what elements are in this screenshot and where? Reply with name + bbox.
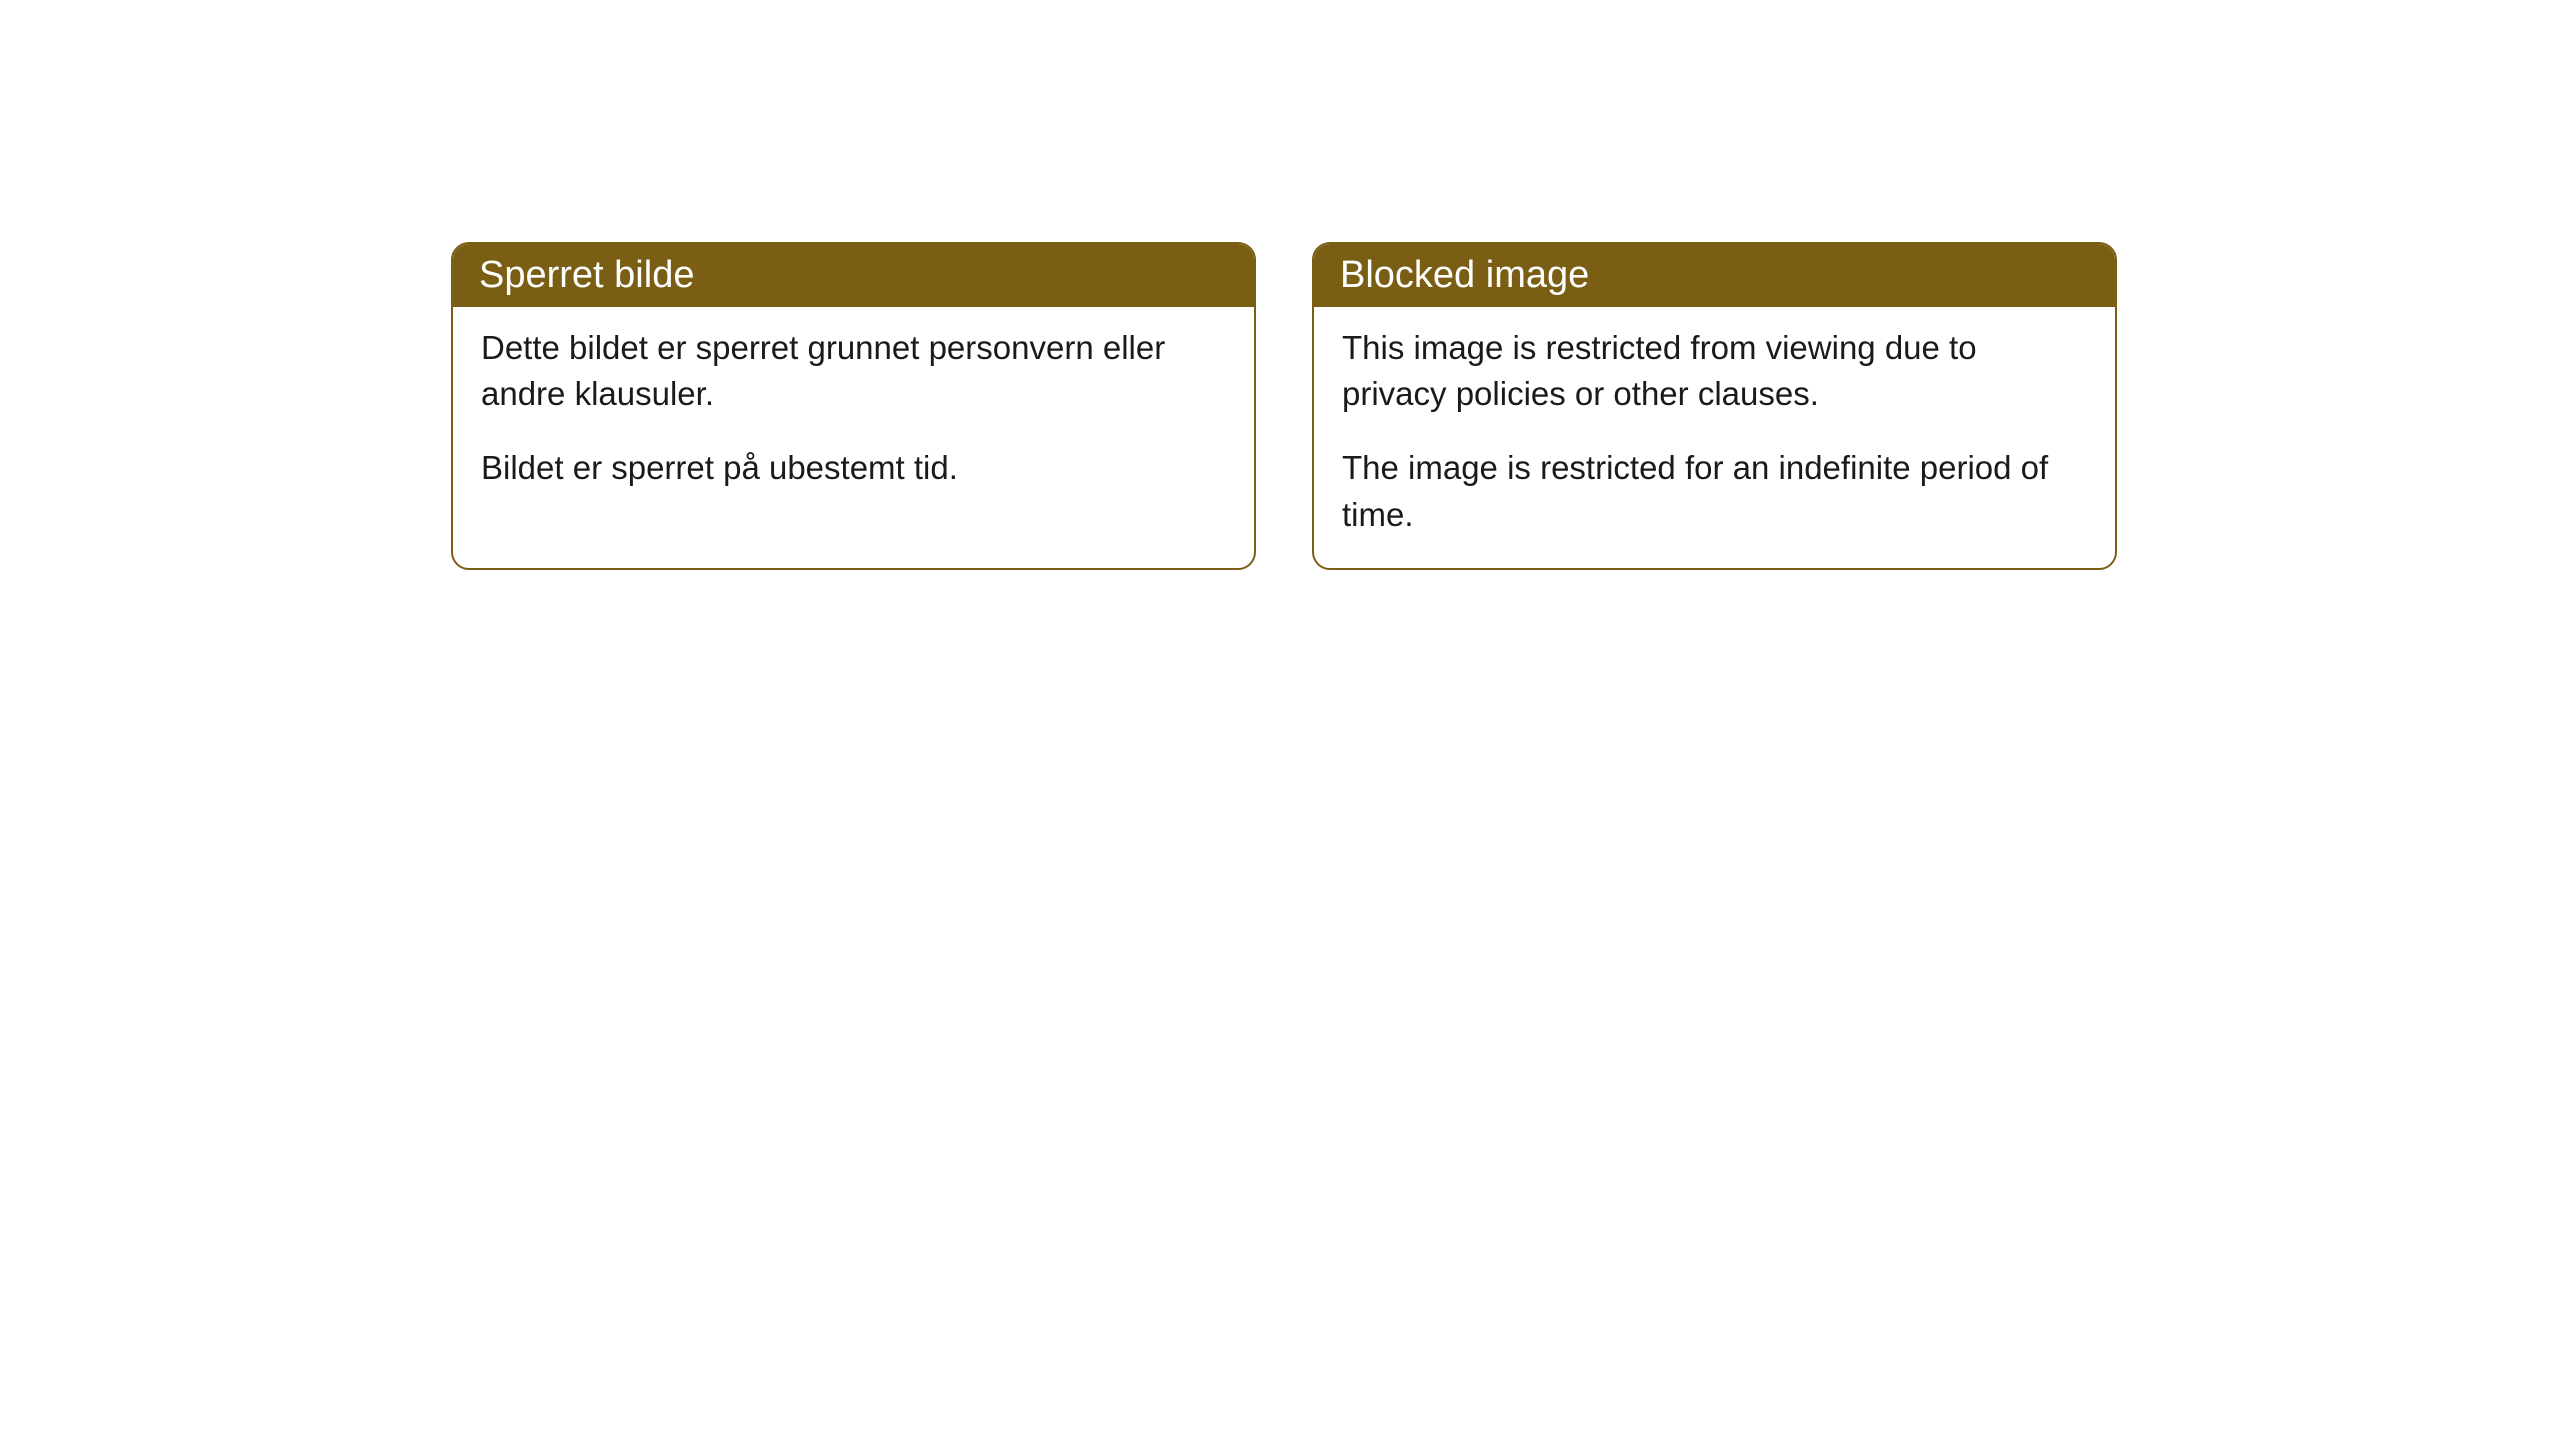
card-header-english: Blocked image <box>1314 244 2115 307</box>
card-header-norwegian: Sperret bilde <box>453 244 1254 307</box>
card-body-norwegian: Dette bildet er sperret grunnet personve… <box>453 307 1254 522</box>
card-title-norwegian: Sperret bilde <box>479 254 694 296</box>
card-title-english: Blocked image <box>1340 254 1589 296</box>
card-body-english: This image is restricted from viewing du… <box>1314 307 2115 568</box>
card-paragraph1-english: This image is restricted from viewing du… <box>1342 325 2087 417</box>
card-paragraph1-norwegian: Dette bildet er sperret grunnet personve… <box>481 325 1226 417</box>
cards-container: Sperret bilde Dette bildet er sperret gr… <box>451 242 2117 570</box>
card-norwegian: Sperret bilde Dette bildet er sperret gr… <box>451 242 1256 570</box>
card-paragraph2-norwegian: Bildet er sperret på ubestemt tid. <box>481 445 1226 491</box>
card-paragraph2-english: The image is restricted for an indefinit… <box>1342 445 2087 537</box>
card-english: Blocked image This image is restricted f… <box>1312 242 2117 570</box>
